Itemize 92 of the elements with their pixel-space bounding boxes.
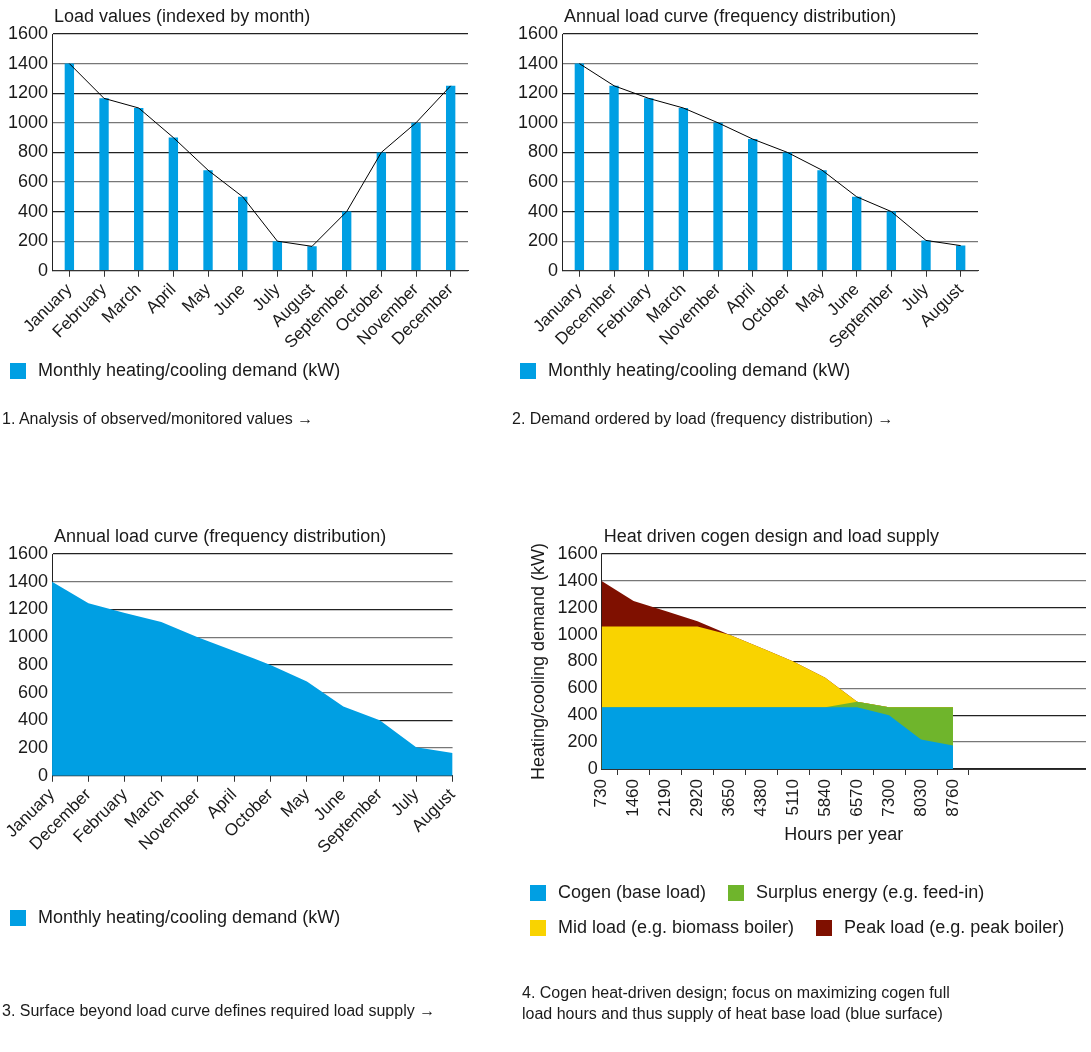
y-tick-label: 600 xyxy=(18,681,49,702)
y-tick-label: 1600 xyxy=(8,22,49,43)
bar xyxy=(782,152,793,271)
y-tick-label: 1200 xyxy=(557,596,598,617)
x-tick-label: 1460 xyxy=(623,779,643,817)
bar xyxy=(852,196,862,271)
bar xyxy=(203,170,213,271)
bar xyxy=(817,170,827,271)
y-tick-label: 1000 xyxy=(518,111,559,132)
chart-title: Load values (indexed by month) xyxy=(54,5,311,26)
bar xyxy=(955,245,966,271)
x-tick-label: 5840 xyxy=(814,779,834,817)
x-tick-label: 5110 xyxy=(782,779,802,816)
y-tick-label: 1400 xyxy=(557,569,598,590)
bar xyxy=(272,241,283,271)
legend-label: Surplus energy (e.g. feed-in) xyxy=(756,882,985,903)
bar xyxy=(678,107,689,271)
bar xyxy=(713,122,723,271)
bar xyxy=(411,122,421,271)
x-tick-label: 4380 xyxy=(751,779,771,817)
bar xyxy=(307,246,317,271)
x-tick-label: 2920 xyxy=(687,779,707,817)
x-tick-label: 7300 xyxy=(878,779,898,817)
legend-label: Monthly heating/cooling demand (kW) xyxy=(548,360,851,381)
y-tick-label: 600 xyxy=(18,170,49,191)
bar xyxy=(168,137,179,271)
text: 1. Analysis of observed/monitored values → xyxy=(2,409,315,429)
y-tick-label: 1200 xyxy=(8,598,49,619)
bar xyxy=(921,240,931,271)
y-tick-label: 0 xyxy=(38,764,49,785)
x-tick-label: May xyxy=(276,784,314,821)
y-tick-label: 200 xyxy=(528,230,559,251)
y-tick-label: 800 xyxy=(18,653,49,674)
y-tick-label: 400 xyxy=(567,704,598,725)
y-tick-label: 200 xyxy=(567,731,598,752)
y-tick-label: 1600 xyxy=(518,22,559,43)
y-tick-label: 600 xyxy=(567,677,598,698)
y-tick-label: 0 xyxy=(587,757,598,778)
chart-title: Annual load curve (frequency distribution) xyxy=(564,5,897,26)
y-tick-label: 1000 xyxy=(8,626,49,647)
y-tick-label: 1000 xyxy=(557,623,598,644)
bar xyxy=(99,98,109,271)
x-tick-label: 6570 xyxy=(846,779,866,817)
text: 3. Surface beyond load curve defines required load supply → xyxy=(2,1001,437,1021)
y-tick-label: 1200 xyxy=(8,82,49,103)
legend-label: Monthly heating/cooling demand (kW) xyxy=(38,360,341,381)
y-tick-label: 800 xyxy=(567,650,598,671)
y-tick-label: 800 xyxy=(18,141,49,162)
chart-title: Heat driven cogen design and load supply xyxy=(603,525,939,546)
bar xyxy=(134,107,144,271)
text: 4. Cogen heat-driven design; focus on maximizing cogen full load hours and thus supply of heat base load (blue surface) xyxy=(522,983,951,1024)
y-tick-label: 600 xyxy=(528,170,559,191)
x-tick-label: 3650 xyxy=(719,779,739,817)
x-tick-label: May xyxy=(792,279,829,316)
x-tick-label: May xyxy=(178,279,215,316)
x-tick-label: 2190 xyxy=(655,779,675,817)
bar xyxy=(609,85,619,271)
y-tick-label: 1600 xyxy=(8,542,49,563)
y-tick-label: 400 xyxy=(528,200,559,221)
x-axis-title: Hours per year xyxy=(784,823,904,844)
bar xyxy=(748,139,758,271)
y-tick-label: 1400 xyxy=(518,52,559,73)
y-tick-label: 400 xyxy=(18,709,49,730)
bar xyxy=(64,63,75,271)
y-tick-label: 0 xyxy=(548,259,559,280)
x-tick-label: 8760 xyxy=(942,779,962,817)
x-tick-label: 730 xyxy=(591,779,611,808)
y-tick-label: 800 xyxy=(528,141,559,162)
y-tick-label: 200 xyxy=(18,230,49,251)
legend-label: Monthly heating/cooling demand (kW) xyxy=(38,907,341,928)
y-tick-label: 1400 xyxy=(8,570,49,591)
y-tick-label: 1600 xyxy=(557,542,598,563)
bar xyxy=(644,98,654,271)
chart-title: Annual load curve (frequency distribution) xyxy=(54,525,387,546)
bar xyxy=(445,85,456,271)
legend-label: Mid load (e.g. biomass boiler) xyxy=(558,917,795,938)
bar xyxy=(886,211,897,271)
bar xyxy=(376,152,387,271)
legend-label: Peak load (e.g. peak boiler) xyxy=(844,917,1065,938)
y-tick-label: 1000 xyxy=(8,111,49,132)
y-axis-title: Heating/cooling demand (kW) xyxy=(527,542,548,781)
bar xyxy=(238,196,248,271)
bar xyxy=(574,63,585,271)
text: 2. Demand ordered by load (frequency distribution) → xyxy=(512,409,895,429)
y-tick-label: 1200 xyxy=(518,82,559,103)
x-tick-label: 8030 xyxy=(910,779,930,817)
bar xyxy=(342,211,352,271)
legend-label: Cogen (base load) xyxy=(558,882,707,903)
y-tick-label: 200 xyxy=(18,737,49,758)
y-tick-label: 0 xyxy=(38,259,49,280)
y-tick-label: 1400 xyxy=(8,52,49,73)
y-tick-label: 400 xyxy=(18,200,49,221)
